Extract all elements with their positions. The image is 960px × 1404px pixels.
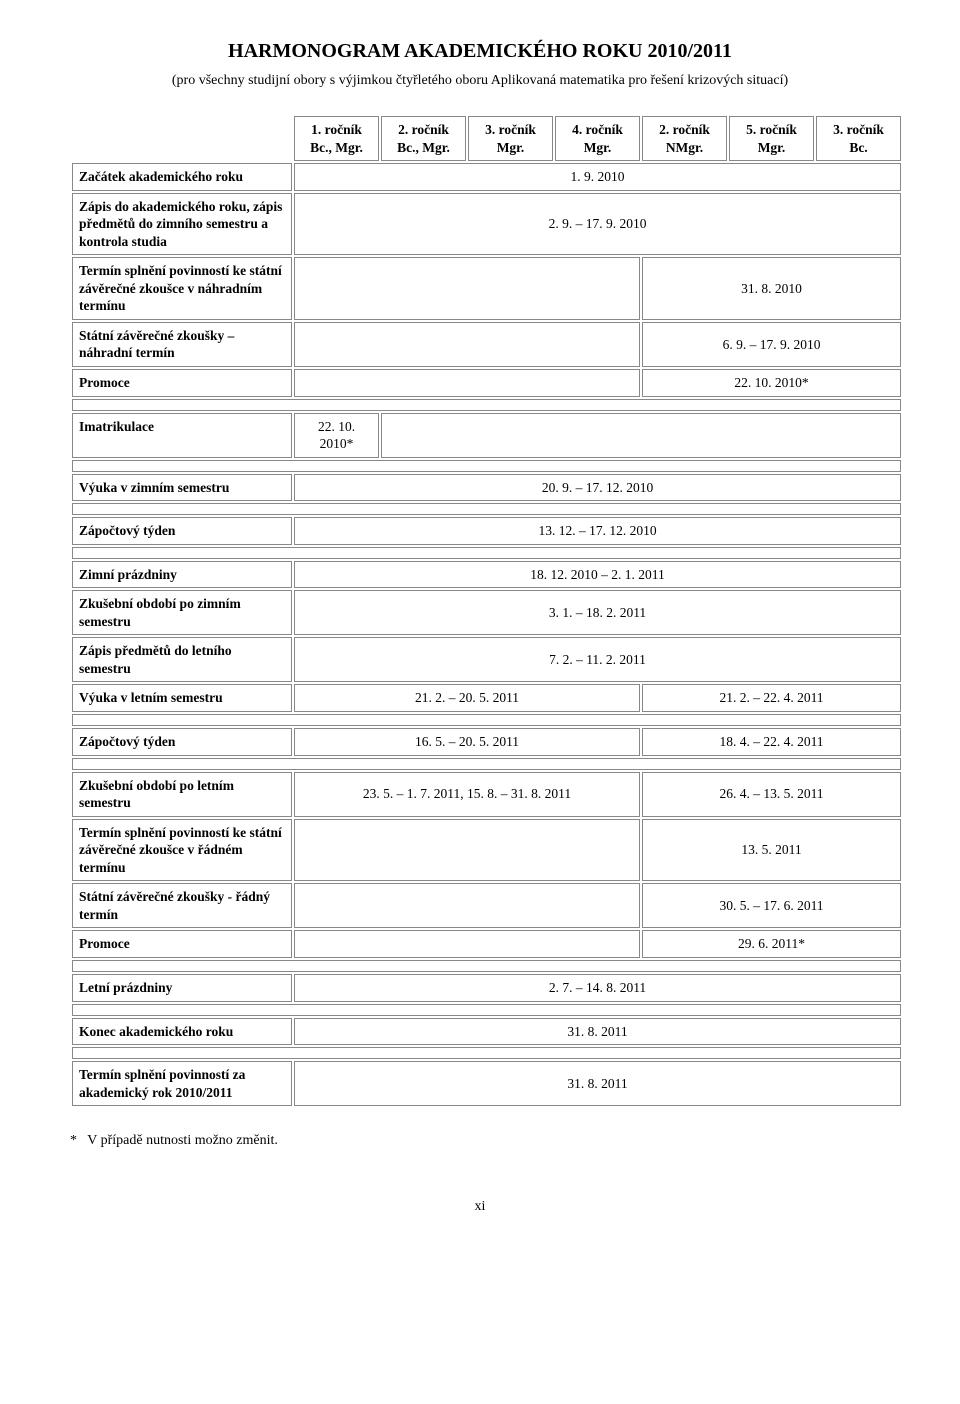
row-value: 2. 7. – 14. 8. 2011 (294, 974, 901, 1002)
row-promoce-1: Promoce 22. 10. 2010* (72, 369, 901, 397)
row-vyuka-letni: Výuka v letním semestru 21. 2. – 20. 5. … (72, 684, 901, 712)
row-label: Státní závěrečné zkoušky - řádný termín (72, 883, 292, 928)
row-termin-radny: Termín splnění povinností ke státní závě… (72, 819, 901, 882)
row-value-left: 16. 5. – 20. 5. 2011 (294, 728, 640, 756)
page-number: xi (70, 1199, 890, 1215)
row-zkusebni-letni: Zkušební období po letním semestru 23. 5… (72, 772, 901, 817)
row-label: Zkušební období po letním semestru (72, 772, 292, 817)
row-empty (294, 369, 640, 397)
row-promoce-2: Promoce 29. 6. 2011* (72, 930, 901, 958)
schedule-table: 1. ročníkBc., Mgr. 2. ročníkBc., Mgr. 3.… (70, 114, 903, 1108)
row-label: Zápis předmětů do letního semestru (72, 637, 292, 682)
row-value: 7. 2. – 11. 2. 2011 (294, 637, 901, 682)
footnote-marker: * (70, 1133, 77, 1148)
row-szz-nahradni: Státní závěrečné zkoušky – náhradní term… (72, 322, 901, 367)
row-zapis-letni: Zápis předmětů do letního semestru 7. 2.… (72, 637, 901, 682)
col-header-6: 5. ročníkMgr. (729, 116, 814, 161)
row-label: Termín splnění povinností ke státní závě… (72, 257, 292, 320)
gap-row (72, 399, 901, 411)
row-label: Letní prázdniny (72, 974, 292, 1002)
row-label: Imatrikulace (72, 413, 292, 458)
row-value: 2. 9. – 17. 9. 2010 (294, 193, 901, 256)
row-value-right: 21. 2. – 22. 4. 2011 (642, 684, 901, 712)
footnote: * V případě nutnosti možno změnit. (70, 1133, 890, 1149)
gap-row (72, 1047, 901, 1059)
row-value-left: 21. 2. – 20. 5. 2011 (294, 684, 640, 712)
table-header-row: 1. ročníkBc., Mgr. 2. ročníkBc., Mgr. 3.… (72, 116, 901, 161)
row-value: 29. 6. 2011* (642, 930, 901, 958)
gap-row (72, 960, 901, 972)
row-empty (294, 819, 640, 882)
row-szz-radny: Státní závěrečné zkoušky - řádný termín … (72, 883, 901, 928)
page-title: HARMONOGRAM AKADEMICKÉHO ROKU 2010/2011 (70, 40, 890, 63)
gap-row (72, 547, 901, 559)
row-zapoctovy-2: Zápočtový týden 16. 5. – 20. 5. 2011 18.… (72, 728, 901, 756)
gap-row (72, 503, 901, 515)
row-label: Promoce (72, 930, 292, 958)
row-label: Státní závěrečné zkoušky – náhradní term… (72, 322, 292, 367)
gap-row (72, 460, 901, 472)
row-value: 6. 9. – 17. 9. 2010 (642, 322, 901, 367)
row-empty (294, 930, 640, 958)
row-value-right: 18. 4. – 22. 4. 2011 (642, 728, 901, 756)
row-label: Výuka v zimním semestru (72, 474, 292, 502)
row-empty (294, 322, 640, 367)
row-zapoctovy-1: Zápočtový týden 13. 12. – 17. 12. 2010 (72, 517, 901, 545)
row-label: Výuka v letním semestru (72, 684, 292, 712)
row-value: 22. 10. 2010* (642, 369, 901, 397)
row-termin-rok: Termín splnění povinností za akademický … (72, 1061, 901, 1106)
row-value: 31. 8. 2010 (642, 257, 901, 320)
page: HARMONOGRAM AKADEMICKÉHO ROKU 2010/2011 … (0, 0, 960, 1255)
page-subtitle: (pro všechny studijní obory s výjimkou č… (70, 73, 890, 89)
row-label: Zimní prázdniny (72, 561, 292, 589)
row-value: 31. 8. 2011 (294, 1018, 901, 1046)
row-empty (381, 413, 901, 458)
col-header-2: 2. ročníkBc., Mgr. (381, 116, 466, 161)
gap-row (72, 714, 901, 726)
gap-row (72, 1004, 901, 1016)
row-termin-nahradni: Termín splnění povinností ke státní závě… (72, 257, 901, 320)
row-value: 13. 12. – 17. 12. 2010 (294, 517, 901, 545)
row-value: 3. 1. – 18. 2. 2011 (294, 590, 901, 635)
row-value: 1. 9. 2010 (294, 163, 901, 191)
row-label: Zápočtový týden (72, 728, 292, 756)
row-label: Zápis do akademického roku, zápis předmě… (72, 193, 292, 256)
col-header-7: 3. ročníkBc. (816, 116, 901, 161)
footnote-text: V případě nutnosti možno změnit. (87, 1133, 278, 1148)
col-header-1: 1. ročníkBc., Mgr. (294, 116, 379, 161)
row-label: Termín splnění povinností ke státní závě… (72, 819, 292, 882)
col-header-3: 3. ročníkMgr. (468, 116, 553, 161)
row-value: 20. 9. – 17. 12. 2010 (294, 474, 901, 502)
gap-row (72, 758, 901, 770)
row-value-left: 23. 5. – 1. 7. 2011, 15. 8. – 31. 8. 201… (294, 772, 640, 817)
row-label: Konec akademického roku (72, 1018, 292, 1046)
row-zapis-zimni: Zápis do akademického roku, zápis předmě… (72, 193, 901, 256)
row-label: Začátek akademického roku (72, 163, 292, 191)
row-value-right: 26. 4. – 13. 5. 2011 (642, 772, 901, 817)
row-label: Termín splnění povinností za akademický … (72, 1061, 292, 1106)
row-label: Zkušební období po zimním semestru (72, 590, 292, 635)
row-value: 31. 8. 2011 (294, 1061, 901, 1106)
row-vyuka-zimni: Výuka v zimním semestru 20. 9. – 17. 12.… (72, 474, 901, 502)
col-header-5: 2. ročníkNMgr. (642, 116, 727, 161)
row-empty (294, 883, 640, 928)
row-label: Zápočtový týden (72, 517, 292, 545)
row-label: Promoce (72, 369, 292, 397)
row-value: 13. 5. 2011 (642, 819, 901, 882)
header-spacer (72, 116, 292, 161)
row-letni-prazd: Letní prázdniny 2. 7. – 14. 8. 2011 (72, 974, 901, 1002)
row-zimni-prazd: Zimní prázdniny 18. 12. 2010 – 2. 1. 201… (72, 561, 901, 589)
row-value: 22. 10. 2010* (294, 413, 379, 458)
row-imatrikulace: Imatrikulace 22. 10. 2010* (72, 413, 901, 458)
row-zkusebni-zimni: Zkušební období po zimním semestru 3. 1.… (72, 590, 901, 635)
row-value: 18. 12. 2010 – 2. 1. 2011 (294, 561, 901, 589)
row-empty (294, 257, 640, 320)
row-konec: Konec akademického roku 31. 8. 2011 (72, 1018, 901, 1046)
col-header-4: 4. ročníkMgr. (555, 116, 640, 161)
row-zacatek: Začátek akademického roku 1. 9. 2010 (72, 163, 901, 191)
row-value: 30. 5. – 17. 6. 2011 (642, 883, 901, 928)
